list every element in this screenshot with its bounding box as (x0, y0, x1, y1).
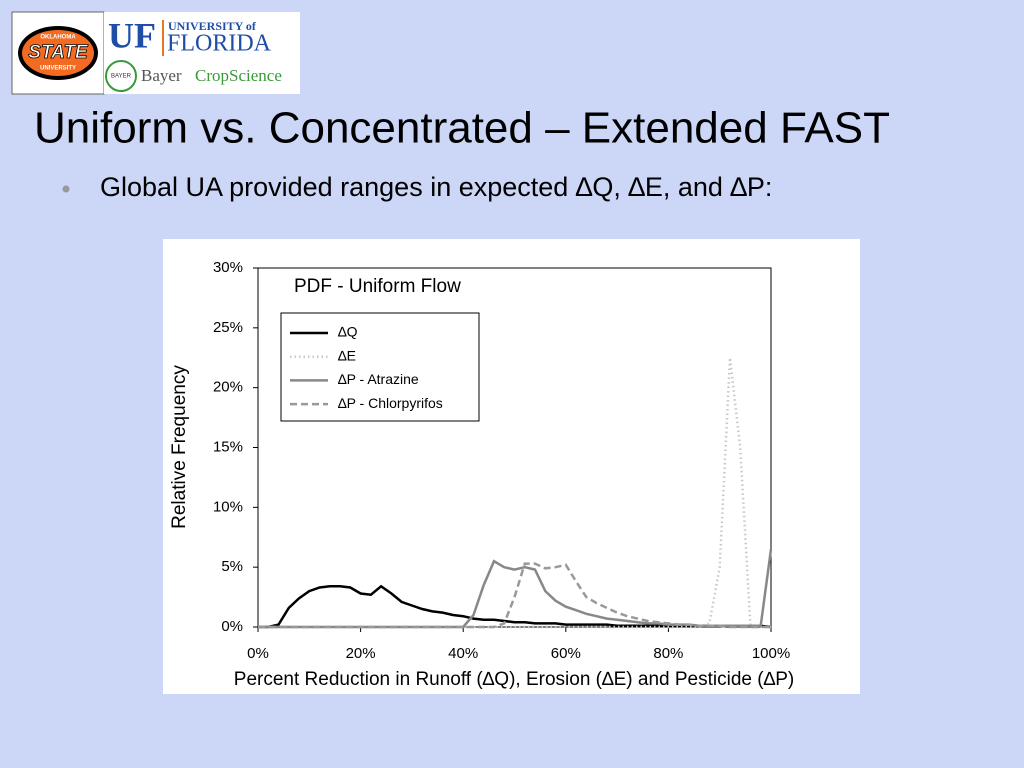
chart-panel (163, 239, 860, 694)
bullet-text: Global UA provided ranges in expected ∆Q… (100, 172, 772, 202)
uf-florida: FLORIDA (167, 31, 272, 57)
x-tick-label: 100% (752, 645, 790, 662)
bayer-cross-logo (105, 60, 137, 92)
osu-top: OKLAHOMA (40, 35, 76, 41)
x-axis-label: Percent Reduction in Runoff (∆Q), Erosio… (234, 669, 794, 690)
x-tick-label: 20% (346, 645, 376, 662)
osu-logo-fill (22, 30, 94, 76)
legend-label: ∆P - Atrazine (338, 371, 419, 387)
legend-label: ∆E (338, 347, 356, 363)
uf-university: UNIVERSITY of (168, 19, 257, 33)
legend-label: ∆Q (338, 324, 358, 340)
osu-bottom: UNIVERSITY (40, 66, 76, 72)
y-tick-label: 10% (213, 498, 243, 515)
y-axis-label: Relative Frequency (169, 365, 190, 529)
y-tick-label: 20% (213, 379, 243, 396)
series-line (258, 562, 771, 629)
x-tick-label: 60% (551, 645, 581, 662)
partner-logo-box (104, 12, 300, 94)
slide-title: Uniform vs. Concentrated – Extended FAST (34, 104, 890, 153)
bayer-cross: BAYER (111, 74, 132, 80)
bayer-crop: CropScience (195, 66, 282, 85)
y-tick-label: 30% (213, 259, 243, 276)
bullet-dot (62, 185, 70, 193)
annotation: PDF - Uniform Flow (294, 276, 461, 297)
uf-mark: UF (108, 15, 156, 55)
y-tick-label: 15% (213, 438, 243, 455)
y-tick-label: 5% (221, 558, 243, 575)
bayer-name: Bayer (141, 66, 182, 85)
legend-label: ∆P - Chlorpyrifos (338, 395, 443, 411)
x-tick-label: 40% (448, 645, 478, 662)
x-tick-label: 0% (247, 645, 269, 662)
y-tick-label: 25% (213, 319, 243, 336)
osu-main: STATE (28, 42, 89, 63)
y-tick-label: 0% (221, 618, 243, 635)
x-tick-label: 80% (653, 645, 683, 662)
